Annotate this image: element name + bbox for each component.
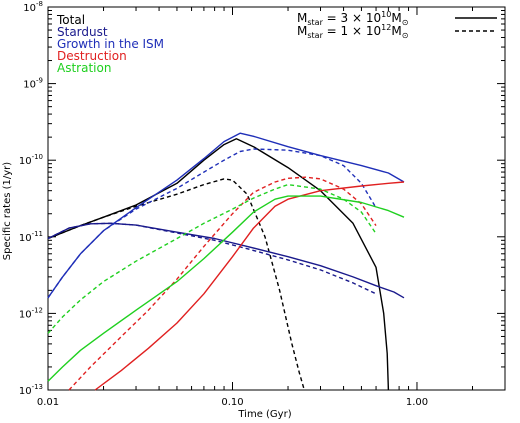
series-line-total-solid [47, 138, 390, 391]
legend-entry: Astration [57, 61, 111, 75]
series-line-growth-in-the-ism-solid [47, 132, 405, 299]
x-tick-label: 1.00 [406, 397, 428, 408]
legend-model-label: Mstar = 3 × 1010M⊙ [297, 10, 408, 27]
legend-entry: Total [56, 13, 85, 27]
plot-frame-group [47, 6, 506, 391]
x-tick-label: 0.10 [221, 397, 243, 408]
series-line-stardust-solid [47, 222, 405, 299]
series-line-growth-in-the-ism-dashed [47, 148, 377, 299]
y-tick-label: 10-11 [19, 230, 43, 244]
plot-frame [47, 6, 506, 391]
x-axis: 0.01 0.10 1.00 [37, 7, 506, 408]
series-line-astration-solid [47, 195, 405, 382]
series-line-destruction-dashed [68, 176, 377, 391]
series-line-destruction-solid [94, 181, 405, 391]
y-tick-label: 10-12 [19, 306, 43, 320]
series-group [47, 132, 405, 391]
x-axis-title: Time (Gyr) [237, 409, 291, 420]
legend-entry: Growth in the ISM [57, 37, 164, 51]
series-line-total-dashed [47, 178, 305, 391]
y-tick-label: 10-13 [19, 383, 43, 397]
legend-entry: Destruction [57, 49, 127, 63]
legend-entry: Stardust [57, 25, 108, 39]
y-tick-label: 10-8 [23, 0, 43, 14]
y-tick-label: 10-10 [19, 153, 43, 167]
y-axis-title: Specific rates (1/yr) [2, 162, 13, 260]
series-line-astration-dashed [47, 183, 377, 334]
legend-model-label: Mstar = 1 × 1012M⊙ [297, 23, 408, 40]
y-axis: 10-13 10-12 10-11 10-10 10-9 10-8 [19, 0, 505, 397]
y-tick-label: 10-9 [23, 77, 43, 91]
x-tick-label: 0.01 [37, 397, 59, 408]
